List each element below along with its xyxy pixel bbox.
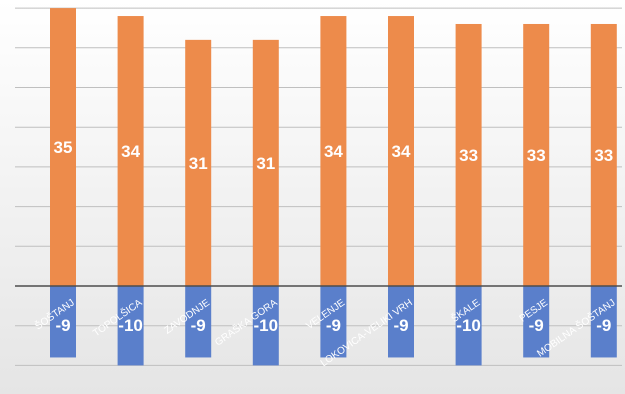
negative-bar bbox=[455, 286, 482, 366]
positive-bar bbox=[320, 16, 347, 286]
negative-bar bbox=[117, 286, 144, 366]
data-label: 33 bbox=[527, 146, 546, 165]
data-label: -10 bbox=[456, 316, 481, 335]
negative-bar bbox=[590, 286, 617, 358]
negative-bar bbox=[50, 286, 76, 358]
data-label: -9 bbox=[55, 316, 70, 335]
data-label: 35 bbox=[54, 138, 73, 157]
data-labels: 35 34 31 31 34 34 33 33 33 -9 -10 -9 -10 -9 -9 -10 -9 -9 bbox=[54, 138, 614, 335]
bars bbox=[50, 8, 617, 366]
positive-bar bbox=[590, 23, 617, 286]
positive-bar bbox=[388, 16, 414, 286]
positive-bar bbox=[523, 23, 550, 286]
data-label: 33 bbox=[594, 146, 613, 165]
data-label: -10 bbox=[118, 316, 143, 335]
positive-bar bbox=[455, 23, 482, 286]
positive-bar bbox=[117, 16, 144, 286]
negative-bar bbox=[523, 286, 550, 358]
positive-bar bbox=[50, 8, 76, 286]
data-label: -9 bbox=[529, 316, 544, 335]
data-label: -9 bbox=[191, 316, 206, 335]
data-label: 34 bbox=[121, 142, 140, 161]
positive-bar bbox=[185, 39, 212, 286]
data-label: -9 bbox=[326, 316, 341, 335]
data-label: 31 bbox=[256, 154, 275, 173]
negative-bar bbox=[388, 286, 414, 358]
data-label: 34 bbox=[392, 142, 411, 161]
data-label: -10 bbox=[254, 316, 279, 335]
positive-bar bbox=[252, 39, 279, 286]
gridlines bbox=[15, 7, 622, 366]
data-label: 33 bbox=[459, 146, 478, 165]
negative-bar bbox=[185, 286, 212, 358]
data-label: 31 bbox=[189, 154, 208, 173]
data-label: 34 bbox=[324, 142, 343, 161]
negative-bar bbox=[320, 286, 347, 358]
data-label: -9 bbox=[393, 316, 408, 335]
negative-bar bbox=[252, 286, 279, 366]
data-label: -9 bbox=[596, 316, 611, 335]
